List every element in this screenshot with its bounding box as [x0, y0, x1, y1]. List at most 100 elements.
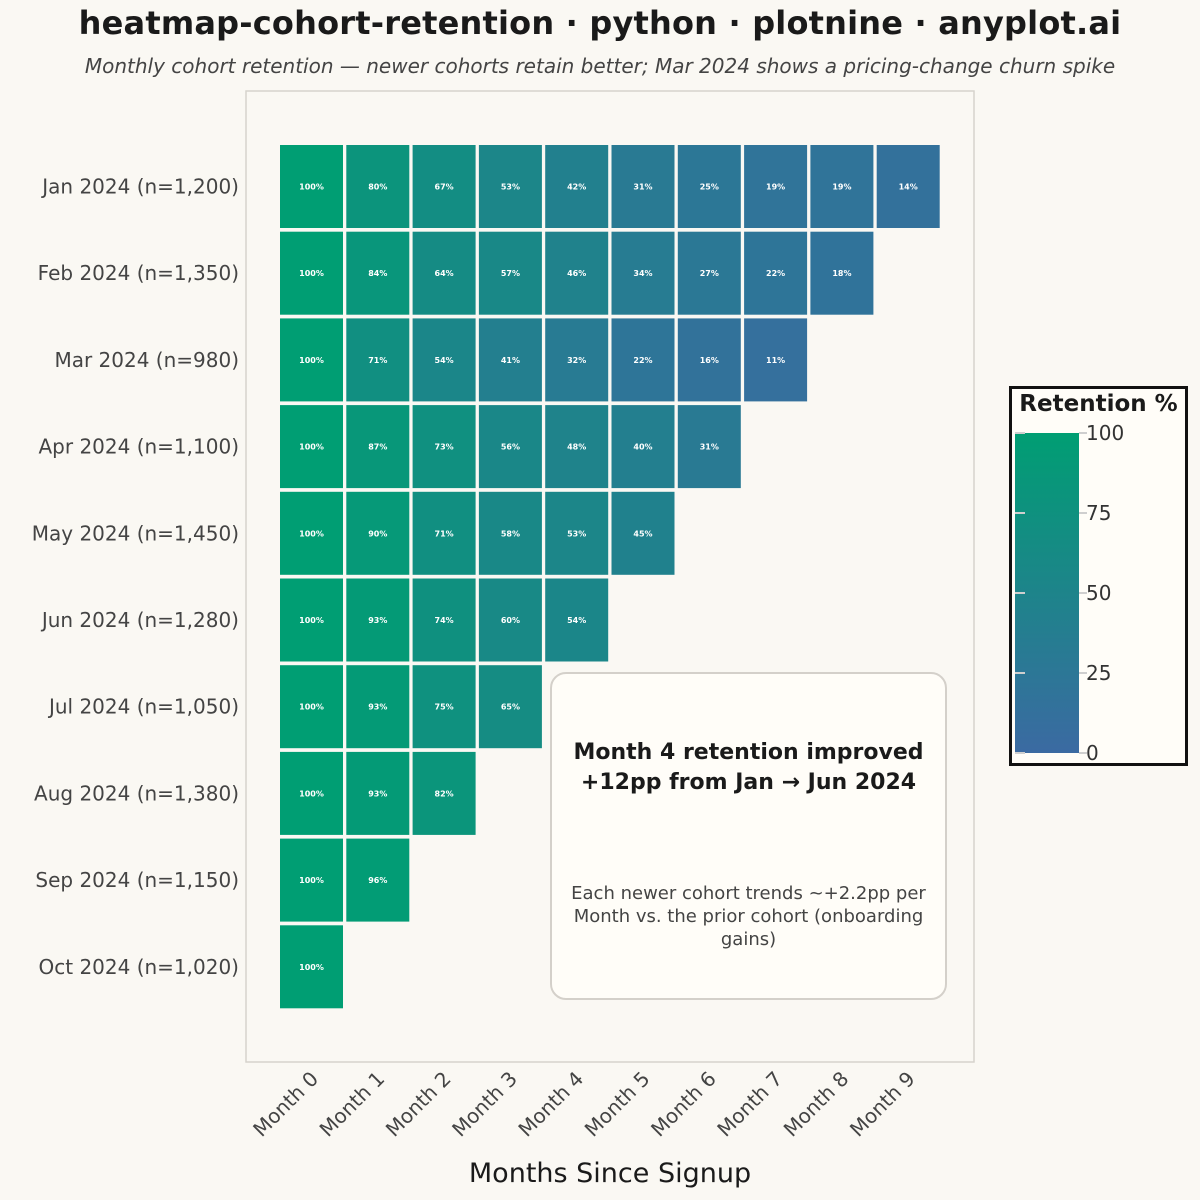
cell-value-label: 87%: [368, 443, 387, 452]
legend-tick-label: 75: [1086, 501, 1112, 525]
heatmap-cell: [412, 145, 476, 228]
cell-value-label: 93%: [368, 789, 387, 798]
cell-value-label: 18%: [832, 269, 851, 278]
cell-value-label: 57%: [501, 269, 520, 278]
cell-value-label: 46%: [567, 269, 586, 278]
heatmap-cell: [611, 491, 675, 575]
legend-tick-mark: [1015, 432, 1025, 434]
annotation-line: Each newer cohort trends ~+2.2pp per: [571, 883, 926, 904]
legend-tick-mark: [1015, 512, 1025, 514]
cell-value-label: 80%: [368, 183, 387, 192]
cell-value-label: 74%: [435, 616, 454, 625]
heatmap-cell: [346, 838, 410, 922]
heatmap-cell: [346, 665, 410, 749]
heatmap-cell: [280, 665, 343, 749]
x-tick-label: Month 1: [315, 1067, 390, 1142]
heatmap-cell: [346, 405, 410, 489]
legend-tick-mark: [1015, 672, 1025, 674]
cell-value-label: 90%: [368, 529, 387, 538]
heatmap-cell: [412, 751, 476, 835]
x-tick-label: Month 9: [845, 1067, 920, 1142]
heatmap-cell: [744, 231, 808, 315]
cell-value-label: 82%: [435, 789, 454, 798]
cell-value-label: 19%: [766, 183, 785, 192]
cell-value-label: 100%: [299, 876, 324, 885]
cell-value-label: 96%: [368, 876, 387, 885]
heatmap-cell: [677, 145, 741, 228]
heatmap-cell: [744, 145, 808, 228]
chart-subtitle: Monthly cohort retention — newer cohorts…: [84, 54, 1116, 78]
cell-value-label: 56%: [501, 443, 520, 452]
cell-value-label: 31%: [633, 183, 652, 192]
cell-value-label: 11%: [766, 356, 785, 365]
heatmap-cell: [677, 405, 741, 489]
x-tick-label: Month 0: [248, 1067, 323, 1142]
cell-value-label: 75%: [435, 703, 454, 712]
legend-tick-mark: [1079, 432, 1087, 434]
cell-value-label: 71%: [435, 529, 454, 538]
cell-value-label: 25%: [700, 183, 719, 192]
x-axis-title: Months Since Signup: [469, 1158, 751, 1189]
heatmap-cell: [545, 145, 609, 228]
heatmap-cell: [677, 231, 741, 315]
cell-value-label: 14%: [899, 183, 918, 192]
cell-value-label: 100%: [299, 789, 324, 798]
heatmap-cell: [280, 145, 343, 228]
legend-tick-mark: [1079, 512, 1087, 514]
heatmap-cell: [478, 405, 542, 489]
cell-value-label: 60%: [501, 616, 520, 625]
annotation-body: Each newer cohort trends ~+2.2pp per Mont…: [552, 882, 945, 951]
heatmap-cell: [346, 491, 410, 575]
heatmap-cell: [478, 231, 542, 315]
heatmap-cell: [478, 578, 542, 662]
heatmap-cell: [545, 405, 609, 489]
cell-value-label: 58%: [501, 529, 520, 538]
heatmap-cell: [545, 491, 609, 575]
heatmap-cell: [478, 491, 542, 575]
heatmap-cell: [545, 578, 609, 662]
annotation-title: Month 4 retention improved +12pp from Jan…: [552, 738, 945, 798]
heatmap-cell: [545, 318, 609, 402]
cell-value-label: 93%: [368, 616, 387, 625]
heatmap-cell: [412, 491, 476, 575]
heatmap-cell: [280, 405, 343, 489]
cell-value-label: 53%: [501, 183, 520, 192]
annotation-callout: Month 4 retention improved +12pp from Jan…: [550, 672, 947, 1000]
heatmap-cell: [478, 318, 542, 402]
color-legend: Retention % 0 25 50 75 100: [1009, 386, 1188, 766]
heatmap-cell: [280, 751, 343, 835]
legend-tick-label: 50: [1086, 581, 1112, 605]
cell-value-label: 64%: [435, 269, 454, 278]
cell-value-label: 100%: [299, 183, 324, 192]
cell-value-label: 45%: [633, 529, 652, 538]
legend-title: Retention %: [1019, 391, 1178, 417]
heatmap-cell: [677, 318, 741, 402]
cell-value-label: 100%: [299, 443, 324, 452]
cell-value-label: 100%: [299, 529, 324, 538]
legend-tick-mark: [1015, 592, 1025, 594]
legend-tick-mark: [1079, 672, 1087, 674]
heatmap-cell: [280, 838, 343, 922]
heatmap-cell: [611, 405, 675, 489]
cell-value-label: 100%: [299, 356, 324, 365]
legend-tick-mark: [1015, 752, 1025, 754]
cell-value-label: 22%: [766, 269, 785, 278]
legend-tick-mark: [1079, 752, 1087, 754]
cell-value-label: 27%: [700, 269, 719, 278]
cell-value-label: 48%: [567, 443, 586, 452]
heatmap-cell: [412, 231, 476, 315]
heatmap-cell: [280, 578, 343, 662]
heatmap-cell: [346, 145, 410, 228]
x-tick-label: Month 4: [513, 1067, 588, 1142]
x-tick-label: Month 7: [712, 1067, 787, 1142]
heatmap-cell: [810, 145, 874, 228]
y-tick-label: Jul 2024 (n=1,050): [47, 695, 239, 719]
cell-value-label: 84%: [368, 269, 387, 278]
heatmap-cell: [478, 665, 542, 749]
annotation-line: Month vs. the prior cohort (onboarding g…: [573, 906, 924, 950]
cell-value-label: 32%: [567, 356, 586, 365]
cell-value-label: 42%: [567, 183, 586, 192]
annotation-line: +12pp from Jan → Jun 2024: [580, 770, 917, 795]
x-tick-label: Month 3: [447, 1067, 522, 1142]
